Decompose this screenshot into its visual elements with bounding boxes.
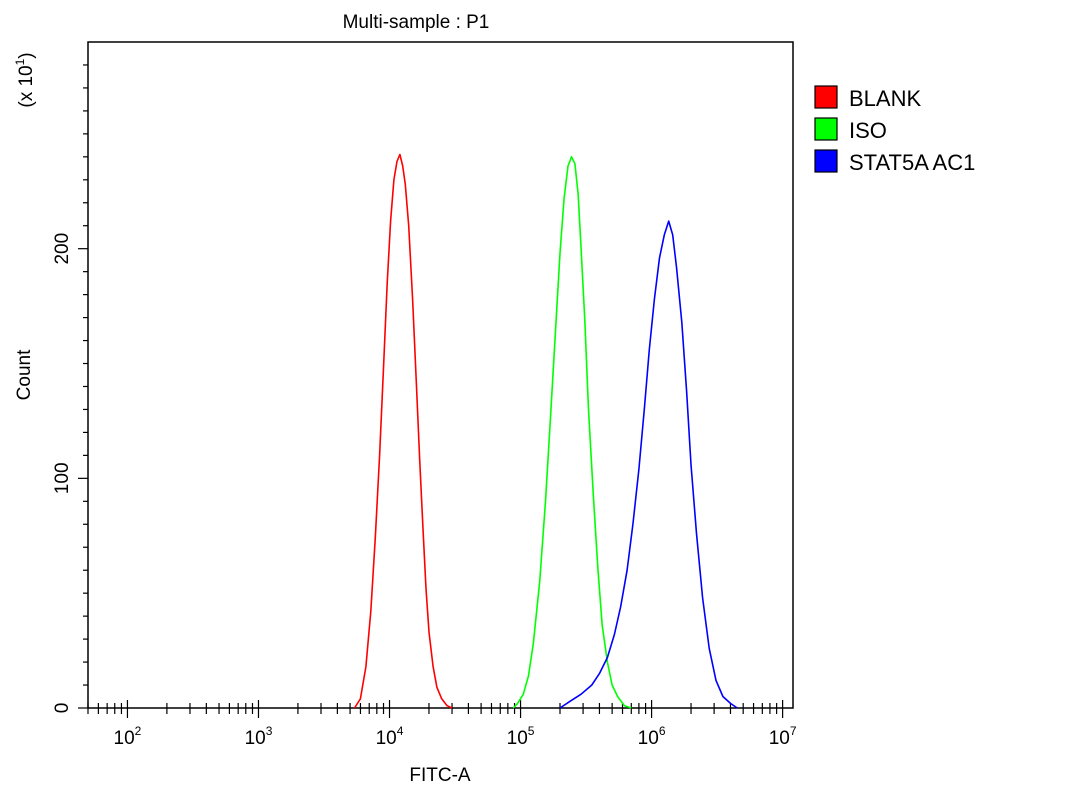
y-multiplier-label: (x 10 [16, 65, 37, 107]
svg-text:(x 101): (x 101) [13, 52, 37, 107]
y-multiplier-close: ) [16, 52, 37, 58]
y-multiplier-exp: 1 [13, 58, 27, 65]
x-tick-base: 10 [638, 728, 659, 749]
x-tick-label: 107 [769, 724, 797, 749]
y-multiplier: (x 101) [13, 52, 37, 107]
legend-label: ISO [849, 118, 887, 143]
y-tick-label: 200 [52, 233, 73, 265]
x-tick-exp: 6 [659, 724, 666, 738]
legend: BLANK ISO STAT5A AC1 [814, 85, 975, 175]
legend-swatch [814, 117, 838, 141]
series-line-stat5a-ac1 [559, 220, 738, 709]
x-tick-label: 106 [638, 724, 666, 749]
y-axis-label: Count [14, 349, 35, 400]
x-tick-label: 104 [376, 724, 404, 749]
plot-frame [87, 41, 794, 709]
series-line-iso [512, 156, 632, 709]
x-tick-base: 10 [376, 728, 397, 749]
x-tick-exp: 2 [135, 724, 142, 738]
y-tick-label: 100 [52, 462, 73, 494]
legend-swatch [814, 149, 838, 173]
legend-swatch [814, 85, 838, 109]
x-tick-exp: 5 [528, 724, 535, 738]
x-tick-base: 10 [245, 728, 266, 749]
x-tick-base: 10 [769, 728, 790, 749]
series-line-blank [353, 153, 453, 709]
x-tick-exp: 4 [397, 724, 404, 738]
chart-title: Multi-sample : P1 [343, 12, 490, 33]
x-axis-label: FITC-A [409, 765, 471, 786]
legend-label: STAT5A AC1 [849, 150, 975, 175]
x-tick-exp: 7 [790, 724, 797, 738]
x-tick-label: 105 [507, 724, 535, 749]
x-tick-label: 103 [245, 724, 273, 749]
x-tick-label: 102 [114, 724, 142, 749]
x-tick-base: 10 [114, 728, 135, 749]
curves [353, 153, 738, 709]
x-tick-exp: 3 [266, 724, 273, 738]
y-tick-label: 0 [52, 703, 73, 714]
x-tick-base: 10 [507, 728, 528, 749]
legend-label: BLANK [849, 86, 921, 111]
